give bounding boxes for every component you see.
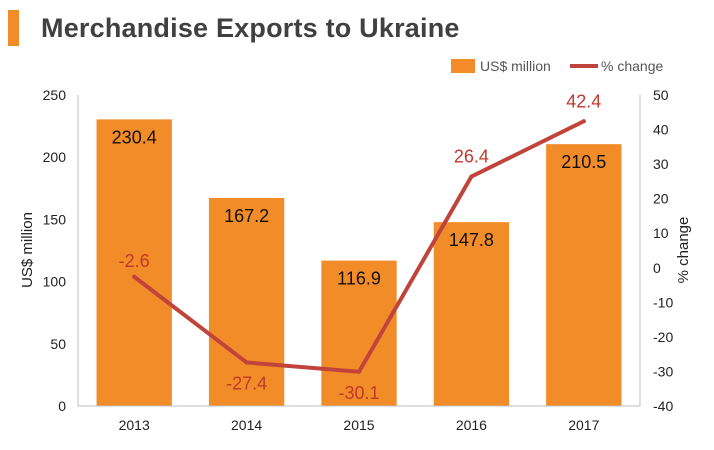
- legend-line-label: % change: [601, 58, 663, 74]
- bar: [321, 260, 397, 406]
- x-tick-label: 2013: [119, 417, 150, 433]
- line-point: [244, 360, 249, 365]
- y2-tick-label: 40: [653, 122, 669, 138]
- x-tick-label: 2016: [456, 417, 487, 433]
- right-axis: -40 -30 -20 -10 0 10 20 30 40 50: [639, 87, 673, 414]
- bar: [546, 144, 622, 406]
- y2-axis-title: % change: [675, 217, 692, 284]
- line-point: [132, 274, 137, 279]
- y-tick-label: 250: [43, 87, 67, 103]
- line-data-label: 42.4: [566, 91, 601, 111]
- x-tick-label: 2017: [568, 417, 599, 433]
- bar-data-label: 147.8: [449, 230, 494, 250]
- title-block: Merchandise Exports to Ukraine: [8, 10, 460, 46]
- line-data-label: -2.6: [119, 251, 150, 271]
- y2-tick-label: -30: [653, 363, 673, 379]
- title-accent-bar: [8, 10, 19, 46]
- line-data-label: -30.1: [338, 383, 379, 403]
- x-tick-label: 2014: [231, 417, 262, 433]
- legend: US$ million % change: [451, 58, 663, 74]
- y-tick-label: 0: [58, 398, 66, 414]
- legend-bar-swatch: [451, 59, 475, 73]
- x-tick-label: 2015: [343, 417, 374, 433]
- bar-series: 230.4 167.2 116.9 147.8 210.5: [96, 119, 622, 407]
- line-point: [581, 119, 586, 124]
- y2-tick-label: 10: [653, 225, 669, 241]
- y2-tick-label: 20: [653, 191, 669, 207]
- y2-tick-label: -10: [653, 294, 673, 310]
- bar-data-label: 230.4: [112, 127, 157, 147]
- bar: [208, 198, 285, 406]
- legend-bar-label: US$ million: [480, 58, 551, 74]
- y2-tick-label: 0: [653, 260, 661, 276]
- y-tick-label: 200: [43, 149, 67, 165]
- bar: [96, 119, 172, 407]
- line-point: [357, 369, 361, 374]
- bar-data-label: 116.9: [337, 269, 381, 289]
- bar-data-label: 167.2: [224, 206, 269, 226]
- left-axis: 0 50 100 150 200 250: [43, 87, 79, 414]
- chart-title: Merchandise Exports to Ukraine: [41, 12, 460, 43]
- y2-tick-label: 30: [653, 156, 669, 172]
- bar-data-label: 210.5: [561, 152, 606, 172]
- y2-tick-label: 50: [653, 87, 669, 103]
- line-series: -2.6 -27.4 -30.1 26.4 42.4: [119, 91, 602, 403]
- y2-tick-label: -40: [653, 398, 673, 414]
- y-tick-label: 150: [43, 211, 67, 227]
- line-point: [469, 174, 474, 179]
- y2-tick-label: -20: [653, 329, 673, 345]
- y-tick-label: 50: [50, 336, 66, 352]
- line-data-label: -27.4: [226, 373, 267, 393]
- y-axis-title: US$ million: [19, 212, 36, 288]
- x-axis: 2013 2014 2015 2016 2017: [78, 405, 640, 433]
- bar: [433, 222, 510, 406]
- y-tick-label: 100: [43, 274, 67, 290]
- line-data-label: 26.4: [454, 147, 489, 167]
